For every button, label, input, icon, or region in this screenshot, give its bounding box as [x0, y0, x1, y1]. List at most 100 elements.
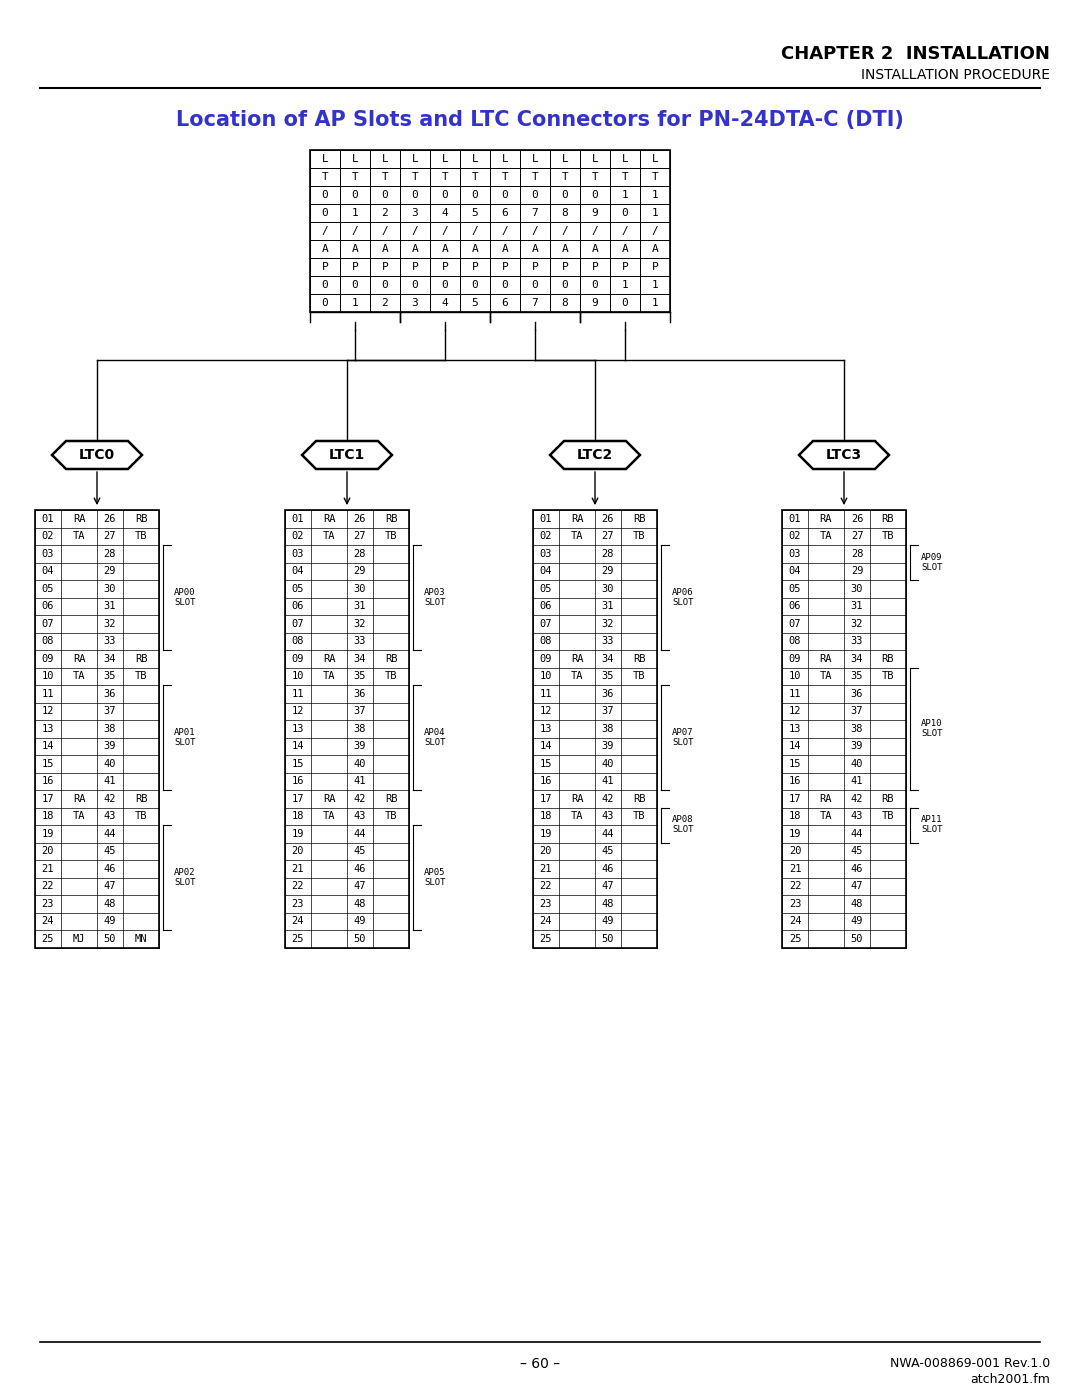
Text: L: L [442, 154, 448, 163]
Text: 25: 25 [540, 933, 552, 944]
Text: 03: 03 [292, 549, 305, 559]
Text: /: / [352, 226, 359, 236]
Text: 0: 0 [352, 279, 359, 291]
Text: 47: 47 [354, 882, 366, 891]
Text: 0: 0 [381, 279, 389, 291]
Text: /: / [381, 226, 389, 236]
Text: 01: 01 [42, 514, 54, 524]
Text: 7: 7 [531, 208, 538, 218]
Bar [285, 510, 409, 947]
Text: L: L [381, 154, 389, 163]
Text: 50: 50 [104, 933, 117, 944]
Text: 13: 13 [788, 724, 801, 733]
Text: A: A [442, 244, 448, 254]
Text: 35: 35 [602, 671, 615, 682]
Text: 45: 45 [104, 847, 117, 856]
Text: 23: 23 [42, 898, 54, 909]
Text: 44: 44 [851, 828, 863, 838]
Text: 10: 10 [540, 671, 552, 682]
Text: TA: TA [72, 812, 85, 821]
Text: 16: 16 [540, 777, 552, 787]
Text: 46: 46 [851, 863, 863, 873]
Text: 27: 27 [602, 531, 615, 541]
Text: L: L [411, 154, 418, 163]
Text: 33: 33 [354, 636, 366, 647]
Text: 21: 21 [292, 863, 305, 873]
Text: 02: 02 [788, 531, 801, 541]
Text: 01: 01 [788, 514, 801, 524]
Text: 35: 35 [851, 671, 863, 682]
Text: 44: 44 [354, 828, 366, 838]
Text: 46: 46 [104, 863, 117, 873]
Text: 30: 30 [851, 584, 863, 594]
Text: L: L [531, 154, 538, 163]
Bar [35, 510, 159, 947]
Text: /: / [651, 226, 659, 236]
Text: T: T [352, 172, 359, 182]
Text: 0: 0 [531, 190, 538, 200]
Text: 40: 40 [851, 759, 863, 768]
Text: 47: 47 [602, 882, 615, 891]
Text: 01: 01 [292, 514, 305, 524]
Text: A: A [651, 244, 659, 254]
Text: AP08: AP08 [672, 816, 693, 824]
Text: 25: 25 [788, 933, 801, 944]
Text: 19: 19 [540, 828, 552, 838]
Text: TB: TB [881, 671, 894, 682]
Text: P: P [381, 263, 389, 272]
Text: 48: 48 [602, 898, 615, 909]
Text: 47: 47 [104, 882, 117, 891]
Text: TA: TA [570, 531, 583, 541]
Text: 15: 15 [292, 759, 305, 768]
Text: 03: 03 [540, 549, 552, 559]
Text: 07: 07 [540, 619, 552, 629]
Text: 5: 5 [472, 208, 478, 218]
Text: LTC0: LTC0 [79, 448, 116, 462]
Text: 39: 39 [602, 742, 615, 752]
Text: TA: TA [72, 531, 85, 541]
Text: 34: 34 [354, 654, 366, 664]
Text: RA: RA [820, 793, 833, 803]
Text: A: A [472, 244, 478, 254]
Text: RB: RB [135, 654, 147, 664]
Text: 31: 31 [851, 601, 863, 612]
Text: /: / [531, 226, 538, 236]
Text: 38: 38 [104, 724, 117, 733]
Text: 5: 5 [472, 298, 478, 307]
Text: P: P [501, 263, 509, 272]
Text: 43: 43 [851, 812, 863, 821]
Text: T: T [562, 172, 568, 182]
Polygon shape [302, 441, 392, 469]
Text: /: / [592, 226, 598, 236]
Text: TB: TB [135, 671, 147, 682]
Text: 09: 09 [42, 654, 54, 664]
Text: P: P [472, 263, 478, 272]
Text: T: T [592, 172, 598, 182]
Text: TA: TA [323, 531, 335, 541]
Text: 16: 16 [788, 777, 801, 787]
Text: RA: RA [570, 793, 583, 803]
Text: 1: 1 [352, 208, 359, 218]
Text: P: P [592, 263, 598, 272]
Text: /: / [322, 226, 328, 236]
Text: P: P [622, 263, 629, 272]
Text: TA: TA [323, 671, 335, 682]
Text: 38: 38 [851, 724, 863, 733]
Text: 32: 32 [851, 619, 863, 629]
Text: 17: 17 [292, 793, 305, 803]
Text: 21: 21 [788, 863, 801, 873]
Text: P: P [352, 263, 359, 272]
Text: 49: 49 [602, 916, 615, 926]
Text: AP11: AP11 [921, 816, 943, 824]
Text: A: A [501, 244, 509, 254]
Text: 07: 07 [292, 619, 305, 629]
Text: 0: 0 [442, 279, 448, 291]
Text: /: / [562, 226, 568, 236]
Text: 43: 43 [104, 812, 117, 821]
Text: 34: 34 [851, 654, 863, 664]
Text: 40: 40 [104, 759, 117, 768]
Text: 15: 15 [788, 759, 801, 768]
Text: 36: 36 [602, 689, 615, 698]
Text: 23: 23 [788, 898, 801, 909]
Text: 0: 0 [622, 208, 629, 218]
